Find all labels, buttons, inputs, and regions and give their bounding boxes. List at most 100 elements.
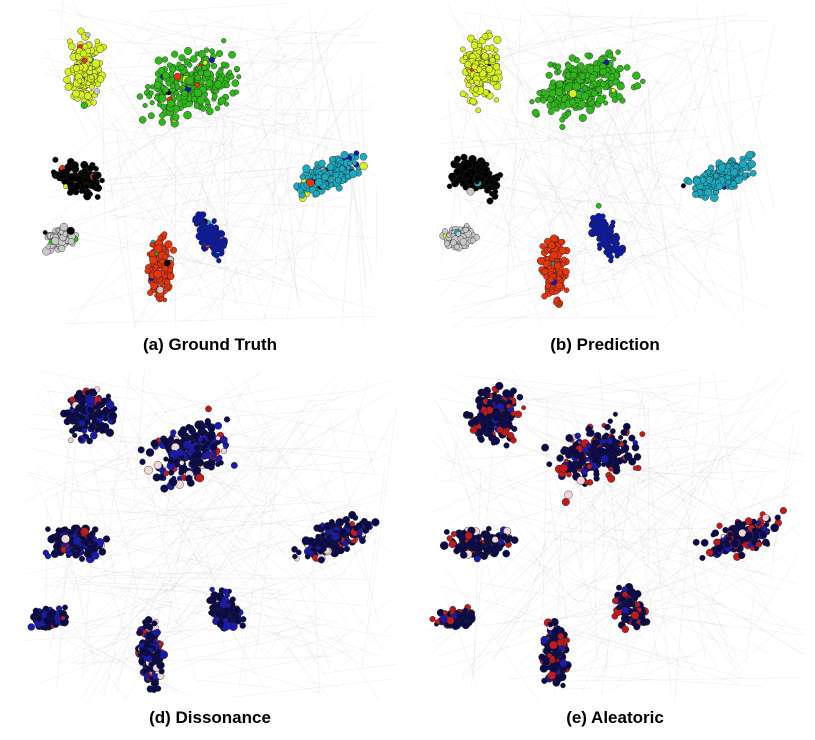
graph-node xyxy=(77,437,83,442)
graph-node xyxy=(633,453,642,461)
graph-node xyxy=(632,465,639,471)
graph-edge xyxy=(76,149,247,226)
graph-node xyxy=(183,440,192,450)
graph-node xyxy=(632,71,641,80)
graph-edge xyxy=(460,195,594,273)
graph-node xyxy=(224,592,230,598)
graph-edge xyxy=(159,484,245,555)
graph-node xyxy=(58,170,67,180)
graph-node xyxy=(210,453,217,460)
graph-edge xyxy=(233,257,318,262)
graph-edge xyxy=(460,556,577,682)
graph-edge xyxy=(69,487,151,493)
caption-prediction: (b) Prediction xyxy=(550,335,660,354)
graph-node xyxy=(214,235,220,241)
graph-node xyxy=(153,270,162,279)
graph-node xyxy=(205,79,214,87)
graph-edge xyxy=(145,631,312,671)
graph-edge xyxy=(274,104,347,209)
graph-edge xyxy=(577,160,713,296)
graph-node xyxy=(610,219,616,225)
graph-node xyxy=(510,387,517,395)
graph-node xyxy=(137,446,145,454)
graph-edge xyxy=(46,50,88,138)
graph-edge xyxy=(229,563,337,600)
graph-node xyxy=(159,650,168,660)
graph-edge xyxy=(231,679,390,698)
graph-node xyxy=(150,686,158,693)
graph-node xyxy=(555,63,562,70)
graph-edge xyxy=(662,94,765,117)
graph-node xyxy=(565,62,572,70)
graph-edge xyxy=(594,469,627,543)
graph-node xyxy=(640,78,646,85)
graph-edge xyxy=(602,647,709,694)
graph-node xyxy=(686,178,693,185)
graph-node xyxy=(96,401,102,407)
graph-node xyxy=(751,527,757,533)
graph-edge xyxy=(70,133,203,328)
graph-node xyxy=(340,150,349,159)
graph-edge xyxy=(108,371,130,536)
graph-node xyxy=(559,116,566,123)
graph-node xyxy=(66,226,75,235)
graph-node xyxy=(295,549,302,556)
graph-edge xyxy=(470,171,683,210)
graph-edge xyxy=(53,106,135,171)
graph-node xyxy=(27,623,36,631)
graph-node xyxy=(607,418,614,424)
graph-edge xyxy=(726,461,776,471)
graph-node xyxy=(453,168,462,176)
graph-edge xyxy=(554,538,630,549)
graph-edge xyxy=(49,421,303,658)
graph-edge xyxy=(155,401,319,612)
graph-node xyxy=(745,150,754,160)
graph-edge xyxy=(361,72,367,231)
graph-edge xyxy=(435,84,642,301)
graph-edge xyxy=(446,129,679,150)
graph-node xyxy=(194,74,202,82)
graph-node xyxy=(209,48,215,55)
graph-node xyxy=(692,177,701,186)
graph-edge xyxy=(304,399,333,402)
graph-node xyxy=(150,282,158,290)
graph-edge xyxy=(26,500,378,575)
graph-edge xyxy=(167,156,281,292)
graph-edge xyxy=(257,624,335,665)
graph-node xyxy=(586,105,595,115)
graph-node xyxy=(446,535,453,542)
graph-node xyxy=(774,514,781,521)
graph-node xyxy=(338,528,348,537)
graph-node xyxy=(197,436,203,442)
graph-edge xyxy=(355,405,376,476)
graph-node xyxy=(74,412,81,418)
graph-node xyxy=(227,69,233,75)
graph-edge xyxy=(616,501,741,677)
graph-node xyxy=(79,393,85,400)
graph-node xyxy=(353,150,360,156)
graph-edge xyxy=(467,488,700,678)
graph-node xyxy=(308,550,314,557)
graph-edge xyxy=(660,459,670,499)
graph-edge xyxy=(128,163,208,211)
graph-node xyxy=(471,63,478,71)
graph-node xyxy=(136,93,144,100)
graph-node xyxy=(167,99,175,108)
graph-edge xyxy=(95,127,345,161)
graph-edge xyxy=(435,407,803,641)
graph-node xyxy=(233,89,240,95)
graph-edge xyxy=(648,88,653,174)
graph-node xyxy=(45,526,51,532)
graph-node xyxy=(631,611,640,620)
graph-edge xyxy=(320,664,398,674)
graph-node xyxy=(477,429,484,436)
graph-node xyxy=(565,451,573,459)
graph-edge xyxy=(526,60,675,257)
graph-edge xyxy=(160,101,340,141)
graph-edge xyxy=(530,14,770,22)
graph-edge xyxy=(534,164,550,176)
graph-node xyxy=(576,476,586,485)
graph-node xyxy=(429,616,436,623)
graph-node xyxy=(359,537,366,544)
graph-node xyxy=(561,256,568,263)
